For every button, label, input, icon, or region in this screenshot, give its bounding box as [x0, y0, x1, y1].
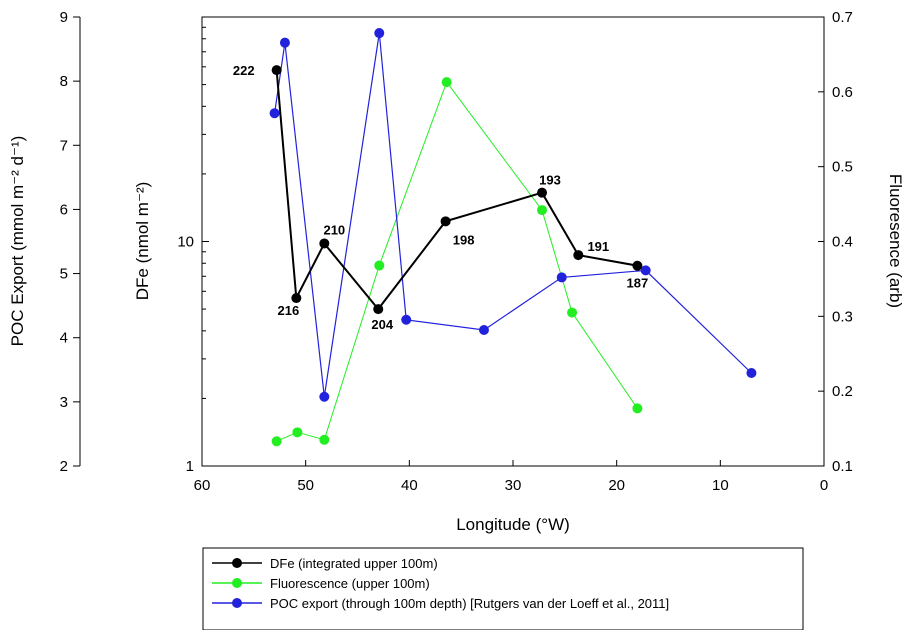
series-fluor-point — [632, 403, 643, 414]
x-axis-title: Longitude (°W) — [456, 515, 570, 534]
data-label: 210 — [323, 222, 345, 237]
legend: DFe (integrated upper 100m) Fluorescence … — [202, 547, 804, 630]
x-axis-ticks: 60 50 40 30 20 10 0 — [194, 460, 828, 494]
poc-tick-label: 4 — [60, 330, 68, 347]
fluorescence-tick-label: 0.3 — [832, 308, 853, 325]
legend-label: POC export (through 100m depth) [Rutgers… — [270, 596, 669, 611]
series-dfe-point — [440, 216, 451, 227]
x-tick-label: 10 — [712, 477, 729, 494]
series-dfe-line — [275, 70, 638, 311]
series-fluor-point — [567, 307, 578, 318]
series-poc-point — [401, 314, 412, 325]
series-fluor-point — [292, 427, 303, 438]
series-fluor-point — [319, 434, 330, 445]
poc-axis-title: POC Export (mmol m⁻² d⁻¹) — [8, 136, 27, 347]
x-tick-label: 50 — [297, 477, 314, 494]
data-label: 193 — [539, 173, 561, 188]
series-poc-line — [274, 32, 752, 397]
data-label: 198 — [453, 232, 475, 247]
series-poc-point — [478, 325, 489, 336]
legend-entry: DFe (integrated upper 100m) — [212, 556, 438, 571]
fluorescence-tick-label: 0.1 — [832, 458, 853, 475]
series-poc-point — [269, 108, 280, 119]
dfe-tick-label: 1 — [186, 458, 194, 475]
fluorescence-tick-label: 0.6 — [832, 84, 853, 101]
series-dfe-point — [632, 260, 643, 271]
series-fluor-point — [537, 205, 548, 216]
series-dfe-point — [573, 250, 584, 261]
dfe-tick-label: 10 — [177, 234, 194, 251]
series-poc-point — [640, 265, 651, 276]
poc-tick-label: 3 — [60, 394, 68, 411]
plot-frame — [201, 16, 825, 467]
fluorescence-tick-label: 0.5 — [832, 159, 853, 176]
series-dfe-point — [373, 304, 384, 315]
poc-tick-label: 5 — [60, 266, 68, 283]
poc-tick-label: 6 — [60, 201, 68, 218]
legend-entry: POC export (through 100m depth) [Rutgers… — [212, 596, 669, 611]
series-dfe-point — [291, 293, 302, 304]
fluorescence-axis-ticks: 0.1 0.2 0.3 0.4 0.5 0.6 0.7 — [818, 9, 853, 475]
x-tick-label: 30 — [505, 477, 522, 494]
x-tick-label: 0 — [820, 477, 828, 494]
series-dfe-point — [271, 65, 282, 76]
series-poc-point — [319, 391, 330, 402]
legend-items: DFe (integrated upper 100m) Fluorescence … — [212, 556, 669, 611]
x-tick-label: 20 — [608, 477, 625, 494]
legend-label: Fluorescence (upper 100m) — [270, 576, 430, 591]
dfe-axis-ticks: 1 10 — [177, 26, 209, 475]
legend-swatch-marker — [232, 598, 242, 608]
series-dfe-point — [537, 187, 548, 198]
fluorescence-tick-label: 0.7 — [832, 9, 853, 26]
poc-tick-label: 7 — [60, 137, 68, 154]
x-tick-label: 40 — [401, 477, 418, 494]
data-label: 204 — [371, 317, 393, 332]
data-label: 216 — [277, 303, 299, 318]
series-poc — [269, 28, 757, 402]
data-label: 187 — [627, 276, 649, 291]
fluorescence-tick-label: 0.2 — [832, 383, 853, 400]
series-poc-point — [374, 28, 385, 39]
legend-label: DFe (integrated upper 100m) — [270, 556, 438, 571]
fluorescence-tick-label: 0.4 — [832, 234, 853, 251]
series-poc-point — [556, 272, 567, 283]
series-poc-point — [279, 37, 290, 48]
poc-tick-label: 9 — [60, 9, 68, 26]
x-tick-label: 60 — [194, 477, 211, 494]
legend-box — [202, 547, 804, 630]
legend-swatch-marker — [232, 578, 242, 588]
data-label: 191 — [587, 239, 609, 254]
series-dfe-point — [319, 238, 330, 249]
fluorescence-axis-title: Fluoresence (arb) — [886, 174, 905, 308]
series-fluor-point — [374, 260, 385, 271]
series-fluor-line — [276, 81, 638, 442]
series-fluor-point — [271, 436, 282, 447]
series-fluor-point — [441, 77, 452, 88]
legend-swatch-marker — [232, 558, 242, 568]
legend-entry: Fluorescence (upper 100m) — [212, 576, 430, 591]
data-label: 222 — [233, 63, 255, 78]
poc-tick-label: 2 — [60, 458, 68, 475]
poc-axis-ticks: 2 3 4 5 6 7 8 9 — [60, 9, 80, 475]
series-poc-point — [746, 367, 757, 378]
series-fluor — [271, 77, 643, 447]
dfe-axis-title: DFe (nmol m⁻²) — [133, 182, 152, 301]
series-dfe: 222 216 210 204 198 193 191 187 — [233, 63, 648, 332]
poc-tick-label: 8 — [60, 73, 68, 90]
series-layer: 222 216 210 204 198 193 191 187 — [233, 28, 757, 447]
